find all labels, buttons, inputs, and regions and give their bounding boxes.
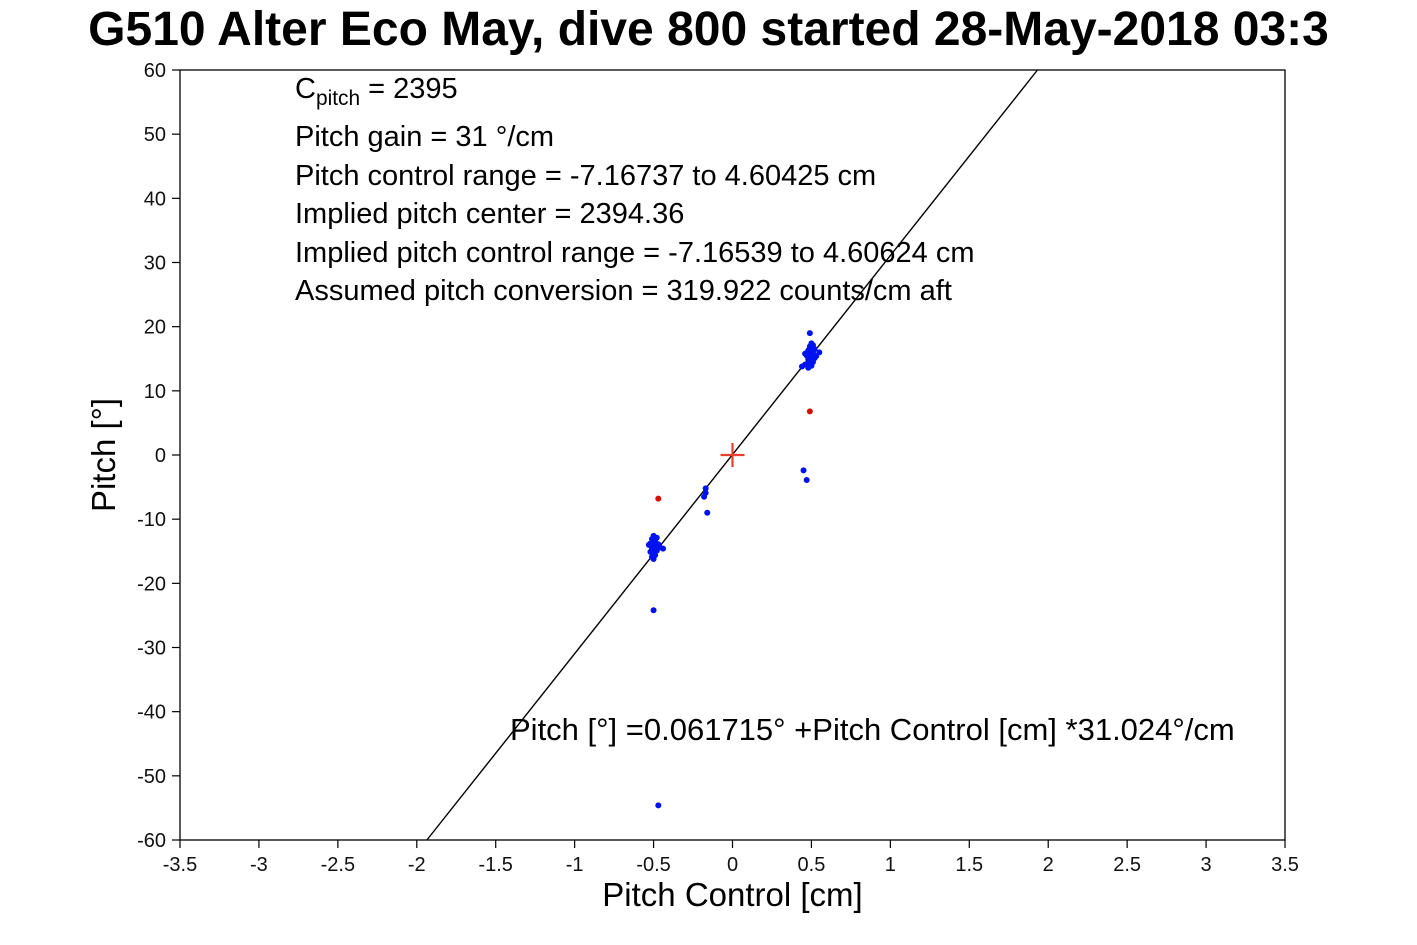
y-tick-label: 50 — [144, 124, 166, 146]
x-tick-label: 3.5 — [1271, 854, 1299, 876]
pitch-gain-line: Pitch gain = 31 °/cm — [295, 121, 555, 154]
cpitch-value: = 2395 — [360, 73, 458, 105]
y-tick-label: -10 — [137, 509, 166, 531]
y-tick-label: 0 — [155, 445, 166, 467]
x-tick-label: 0 — [727, 854, 738, 876]
pitch-samples-point — [655, 802, 662, 809]
figure-title: G510 Alter Eco May, dive 800 started 28-… — [88, 3, 1329, 56]
fit-info-annotation: Cpitch = 2395 Pitch gain = 31 °/cm Pitch… — [295, 70, 975, 311]
x-tick-label: -0.5 — [636, 854, 670, 876]
x-tick-label: 3 — [1201, 854, 1212, 876]
pitch-samples-point — [802, 350, 809, 357]
flagged-samples-point — [806, 408, 813, 415]
pitch-samples-point — [648, 546, 655, 553]
y-tick-label: -50 — [137, 766, 166, 788]
cpitch-line: Cpitch = 2395 — [295, 70, 975, 118]
pitch-samples-point — [650, 536, 657, 543]
x-tick-label: -3 — [250, 854, 268, 876]
cpitch-symbol: C — [295, 73, 316, 105]
x-axis-label: Pitch Control [cm] — [602, 876, 863, 913]
flagged-samples-point — [655, 495, 662, 502]
y-tick-label: -40 — [137, 702, 166, 724]
pitch-samples-point — [645, 541, 652, 548]
cpitch-subscript: pitch — [315, 86, 361, 110]
pitch-control-range-line: Pitch control range = -7.16737 to 4.6042… — [295, 159, 877, 192]
x-tick-label: 1 — [885, 854, 896, 876]
assumed-pitch-conversion-line: Assumed pitch conversion = 319.922 count… — [295, 275, 952, 308]
y-tick-label: 30 — [144, 253, 166, 275]
pitch-samples-point — [803, 477, 810, 484]
y-axis-label: Pitch [°] — [85, 397, 122, 513]
x-tick-label: -2.5 — [321, 854, 355, 876]
implied-pitch-center-line: Implied pitch center = 2394.36 — [295, 198, 685, 231]
pitch-samples-point — [660, 545, 667, 552]
x-tick-label: -1.5 — [478, 854, 512, 876]
y-tick-label: -20 — [137, 573, 166, 595]
y-tick-label: 40 — [144, 188, 166, 210]
fit-equation-annotation: Pitch [°] =0.061715° +Pitch Control [cm]… — [510, 712, 1235, 747]
x-tick-label: 0.5 — [798, 854, 826, 876]
pitch-samples-point — [798, 363, 805, 370]
pitch-samples-point — [650, 555, 657, 562]
pitch-samples-point — [702, 485, 709, 492]
pitch-samples-point — [816, 349, 823, 356]
x-tick-label: -3.5 — [163, 854, 197, 876]
y-tick-label: 60 — [144, 60, 166, 82]
pitch-samples-point — [701, 493, 708, 500]
y-tick-label: -60 — [137, 830, 166, 852]
x-tick-label: 2.5 — [1113, 854, 1141, 876]
pitch-samples-point — [800, 467, 807, 474]
x-tick-label: 1.5 — [955, 854, 983, 876]
implied-pitch-control-range-line: Implied pitch control range = -7.16539 t… — [295, 236, 975, 269]
x-tick-label: -1 — [566, 854, 584, 876]
x-tick-label: -2 — [408, 854, 426, 876]
y-tick-label: 20 — [144, 317, 166, 339]
x-tick-label: 2 — [1043, 854, 1054, 876]
pitch-samples-point — [650, 607, 657, 614]
pitch-samples-point — [808, 340, 815, 347]
y-tick-label: -30 — [137, 638, 166, 660]
pitch-samples-point — [806, 330, 813, 337]
pitch-samples-point — [704, 509, 711, 516]
y-tick-label: 10 — [144, 381, 166, 403]
